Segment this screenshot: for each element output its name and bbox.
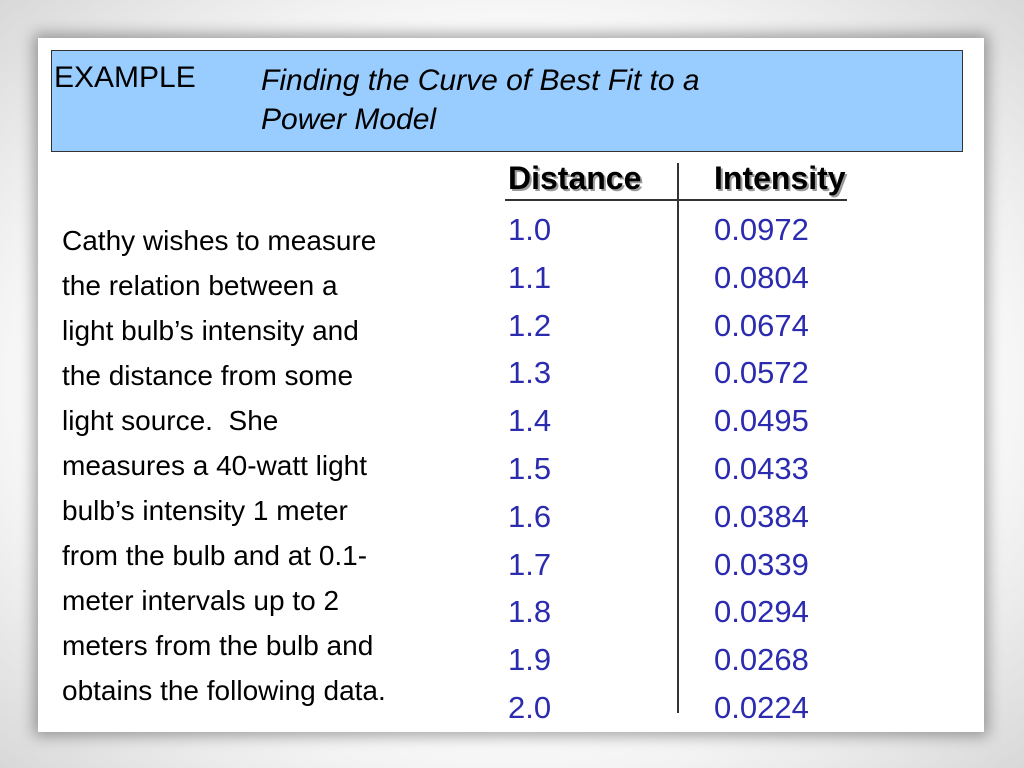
distance-cell: 1.6 xyxy=(508,498,552,534)
description-line: measures a 40-watt light xyxy=(62,450,368,481)
distance-cell: 1.1 xyxy=(508,259,552,295)
description-line: obtains the following data. xyxy=(62,675,386,706)
intensity-cell: 0.0572 xyxy=(714,355,809,391)
distance-cell: 1.0 xyxy=(508,212,552,247)
intensity-cell: 0.0972 xyxy=(714,212,809,247)
intensity-cell: 0.0384 xyxy=(714,498,809,534)
description-line: from the bulb and at 0.1- xyxy=(62,540,368,571)
description-line: the distance from some xyxy=(62,360,354,391)
example-label: EXAMPLE xyxy=(54,61,196,94)
description-line: the relation between a xyxy=(62,270,338,301)
description-line: Cathy wishes to measure xyxy=(62,225,377,256)
distance-cell: 1.2 xyxy=(508,307,552,343)
description-line: bulb’s intensity 1 meter xyxy=(62,495,348,526)
distance-column-header: Distance xyxy=(508,160,642,196)
intensity-cell: 0.0674 xyxy=(714,307,809,343)
distance-cell: 1.7 xyxy=(508,546,552,582)
table-column-divider xyxy=(677,163,679,713)
intensity-column-header: Intensity xyxy=(714,160,846,196)
intensity-cell: 0.0495 xyxy=(714,403,809,439)
description-line: light source. She xyxy=(62,405,279,436)
table-header-divider xyxy=(505,199,847,201)
description-line: light bulb’s intensity and xyxy=(62,315,359,346)
description-line: meter intervals up to 2 xyxy=(62,585,340,616)
intensity-cell: 0.0294 xyxy=(714,594,809,630)
intensity-column: 0.0972 0.0804 0.0674 0.0572 0.0495 0.043… xyxy=(714,206,809,732)
problem-description: Cathy wishes to measure the relation bet… xyxy=(62,218,502,713)
intensity-cell: 0.0339 xyxy=(714,546,809,582)
intensity-cell: 0.0433 xyxy=(714,450,809,486)
distance-cell: 1.9 xyxy=(508,642,552,678)
distance-cell: 1.8 xyxy=(508,594,552,630)
description-line: meters from the bulb and xyxy=(62,630,374,661)
distance-cell: 1.4 xyxy=(508,403,552,439)
intensity-cell: 0.0224 xyxy=(714,689,809,725)
example-title-line-2: Power Model xyxy=(261,103,437,136)
slide xyxy=(38,38,984,732)
distance-cell: 2.0 xyxy=(508,689,552,725)
intensity-cell: 0.0268 xyxy=(714,642,809,678)
example-title: Finding the Curve of Best Fit to a Power… xyxy=(261,61,861,139)
distance-cell: 1.3 xyxy=(508,355,552,391)
distance-column: 1.0 1.1 1.2 1.3 1.4 1.5 1.6 1.7 1.8 1.9 … xyxy=(508,206,551,732)
distance-cell: 1.5 xyxy=(508,450,552,486)
example-header-box xyxy=(51,50,963,152)
example-title-line-1: Finding the Curve of Best Fit to a xyxy=(261,64,700,97)
intensity-cell: 0.0804 xyxy=(714,259,809,295)
